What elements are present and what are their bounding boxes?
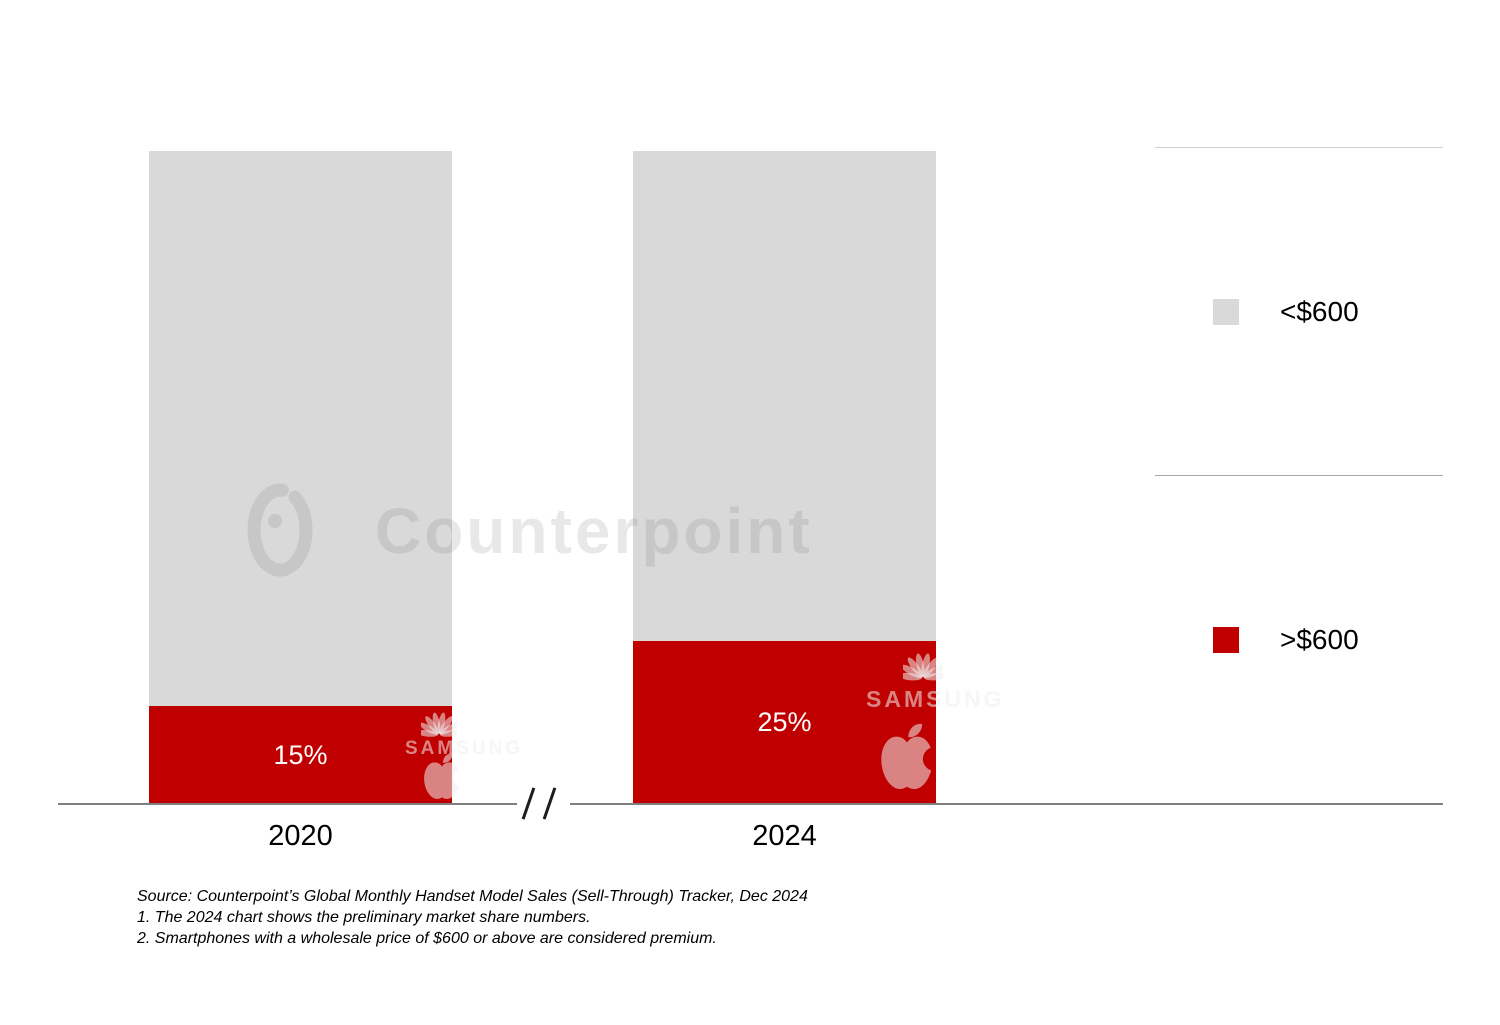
x-axis-line-left bbox=[58, 803, 517, 805]
segment-over600-2024: 25% bbox=[633, 641, 936, 804]
footnotes: Source: Counterpoint’s Global Monthly Ha… bbox=[137, 886, 808, 949]
segment-under600-2020 bbox=[149, 151, 452, 706]
legend-item-over600: >$600 bbox=[1155, 476, 1443, 804]
x-tick-label-2020: 2020 bbox=[268, 820, 333, 852]
segment-over600-2020: 15% bbox=[149, 706, 452, 804]
source-line: Source: Counterpoint’s Global Monthly Ha… bbox=[137, 888, 808, 905]
axis-break-icon bbox=[521, 787, 536, 820]
legend-swatch-under600 bbox=[1213, 298, 1239, 325]
bar-2020: 15% bbox=[149, 151, 452, 804]
value-label-2024: 25% bbox=[757, 707, 812, 737]
x-tick-label-2024: 2024 bbox=[752, 820, 817, 852]
legend-label-over600: >$600 bbox=[1280, 624, 1359, 655]
bar-2024: 25% bbox=[633, 151, 936, 804]
legend-item-under600: <$600 bbox=[1155, 148, 1443, 476]
legend-swatch-over600 bbox=[1213, 627, 1239, 653]
segment-under600-2024 bbox=[633, 151, 936, 641]
footnote-2: 2. Smartphones with a wholesale price of… bbox=[137, 930, 717, 947]
x-axis-line-right bbox=[570, 803, 1443, 805]
legend: <$600 >$600 bbox=[1155, 147, 1443, 804]
legend-label-under600: <$600 bbox=[1280, 295, 1359, 327]
axis-break-icon bbox=[542, 787, 557, 820]
footnote-1: 1. The 2024 chart shows the preliminary … bbox=[137, 909, 591, 926]
value-label-2020: 15% bbox=[273, 739, 328, 770]
